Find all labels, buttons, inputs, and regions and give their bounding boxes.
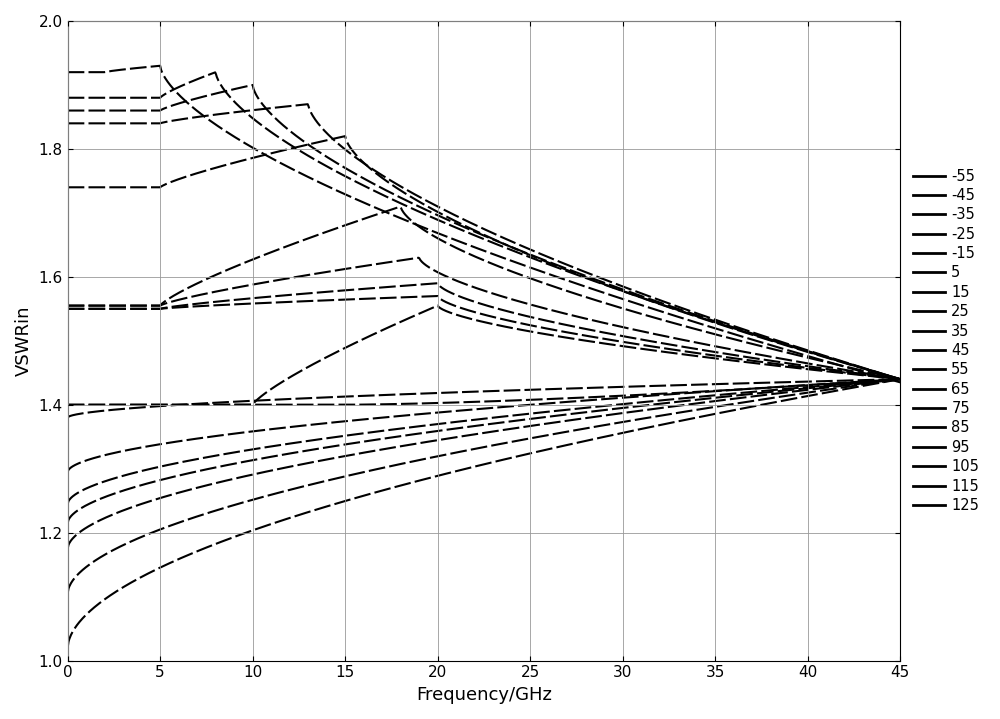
Y-axis label: VSWRin: VSWRin — [15, 306, 33, 376]
X-axis label: Frequency/GHz: Frequency/GHz — [416, 686, 552, 704]
Legend: -55, -45, -35, -25, -15, 5, 15, 25, 35, 45, 55, 65, 75, 85, 95, 105, 115, 125: -55, -45, -35, -25, -15, 5, 15, 25, 35, … — [908, 162, 985, 519]
